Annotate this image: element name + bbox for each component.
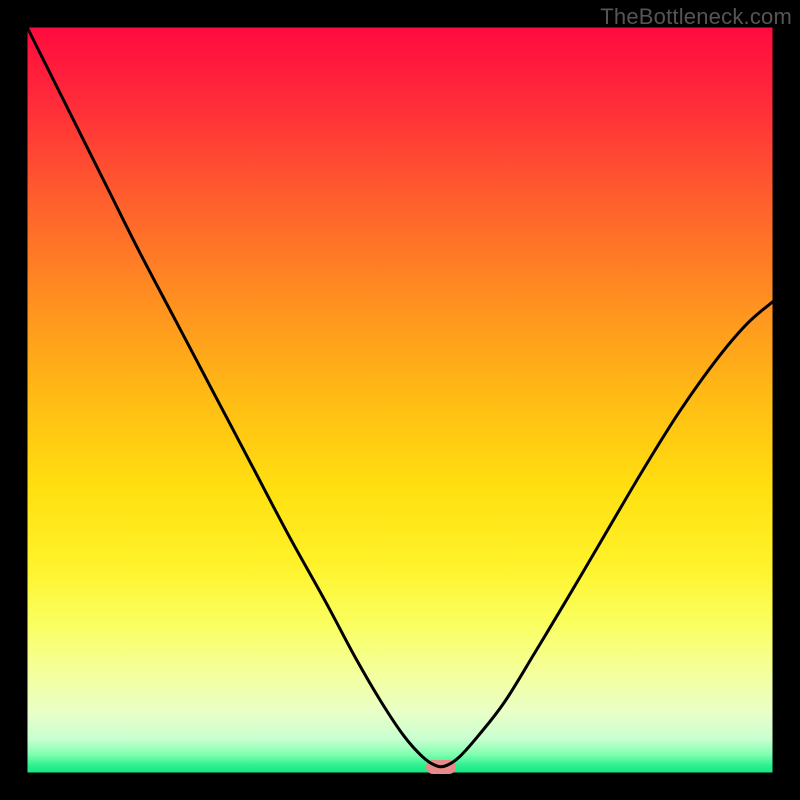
plot-background	[27, 27, 773, 773]
chart-container: TheBottleneck.com	[0, 0, 800, 800]
watermark-text: TheBottleneck.com	[600, 4, 792, 30]
bottleneck-chart	[0, 0, 800, 800]
